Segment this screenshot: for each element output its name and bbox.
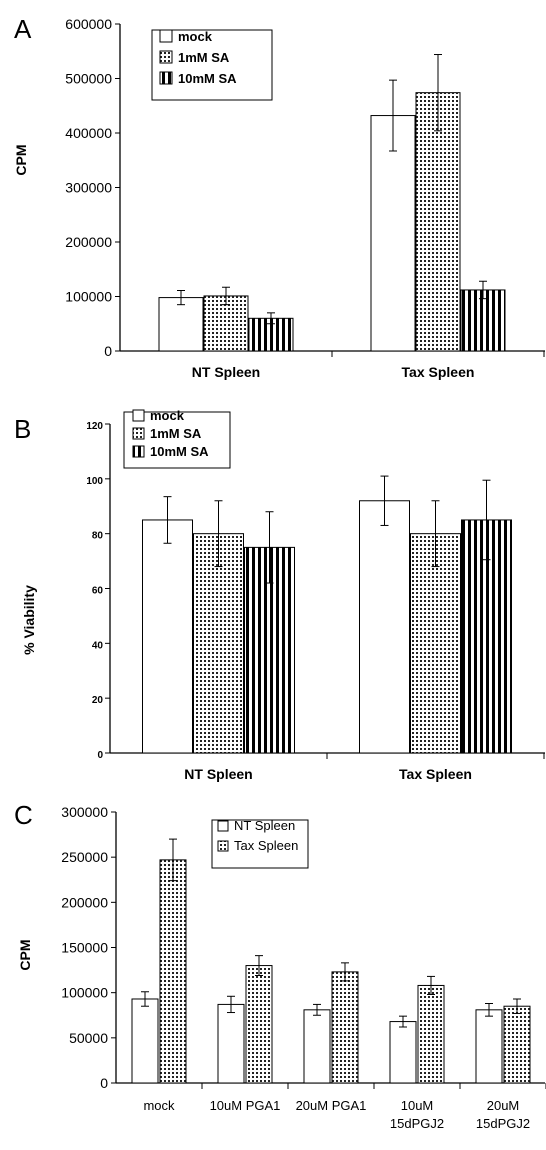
x-tick-label: 10uM PGA1: [210, 1098, 281, 1113]
panel-letter: C: [14, 800, 33, 830]
y-tick-label: 80: [92, 531, 104, 542]
legend-label: 1mM SA: [150, 426, 202, 441]
y-tick-label: 300000: [61, 804, 108, 820]
legend-label: mock: [178, 29, 213, 44]
legend-swatch: [132, 427, 145, 440]
x-tick-label: Tax Spleen: [399, 766, 472, 782]
y-tick-label: 0: [100, 1075, 108, 1091]
bar-1mm-sa: [415, 92, 461, 352]
bar-mock: [370, 115, 416, 352]
x-tick-label: NT Spleen: [192, 364, 260, 380]
legend-label: Tax Spleen: [234, 838, 298, 853]
bar-1mm-sa: [203, 295, 249, 352]
panel-letter: B: [14, 414, 31, 444]
y-tick-label: 250000: [61, 849, 108, 865]
bar-tax-spleen: [245, 965, 273, 1084]
bar-tax-spleen: [503, 1005, 531, 1084]
y-tick-label: 40: [92, 640, 104, 651]
bar-nt-spleen: [389, 1021, 417, 1084]
bar-mock: [142, 519, 193, 754]
x-tick-label: 20uM: [487, 1098, 520, 1113]
y-tick-label: 100: [86, 476, 103, 487]
y-axis-label: CPM: [13, 144, 29, 175]
bar-nt-spleen: [131, 998, 159, 1084]
legend-swatch: [159, 50, 173, 64]
legend-swatch: [132, 409, 145, 422]
y-tick-label: 0: [104, 343, 112, 359]
legend-label: 10mM SA: [150, 444, 209, 459]
bar-1mm-sa: [193, 533, 244, 754]
x-tick-label: 10uM: [401, 1098, 434, 1113]
bar-tax-spleen: [417, 984, 445, 1084]
y-tick-label: 50000: [69, 1030, 108, 1046]
x-tick-label: mock: [143, 1098, 175, 1113]
chart-a: A 0 100000 200000 300000 400000 500000 600000 CP…: [13, 14, 545, 380]
legend-label: 1mM SA: [178, 50, 230, 65]
chart-b: B 0 20 40 60 80 100 120 % Viability NT Spleen Tax …: [14, 408, 545, 782]
legend-swatch: [217, 820, 229, 832]
y-tick-label: 400000: [65, 125, 112, 141]
bar-10mm-sa: [460, 289, 506, 352]
bar-mock: [158, 297, 204, 352]
y-tick-label: 150000: [61, 940, 108, 956]
x-tick-label: NT Spleen: [184, 766, 252, 782]
panel-letter: A: [14, 14, 32, 44]
x-tick-label: 15dPGJ2: [476, 1116, 530, 1131]
legend: mock 1mM SA 10mM SA: [151, 29, 273, 101]
legend-label: 10mM SA: [178, 71, 237, 86]
legend-label: NT Spleen: [234, 818, 295, 833]
y-axis-label: CPM: [17, 939, 33, 970]
y-tick-label: 60: [92, 586, 104, 597]
bar-1mm-sa: [410, 533, 461, 754]
chart-c: C 0 50000 100000 150000 200000 250000 300000 CPM…: [14, 800, 546, 1131]
y-tick-label: 20: [92, 695, 104, 706]
y-tick-label: 200000: [61, 894, 108, 910]
legend-swatch: [132, 445, 145, 458]
y-tick-label: 100000: [65, 289, 112, 305]
bar-nt-spleen: [303, 1009, 331, 1084]
y-tick-label: 600000: [65, 16, 112, 32]
y-tick-label: 120: [86, 421, 103, 432]
legend-swatch: [159, 71, 173, 85]
bar-nt-spleen: [217, 1003, 245, 1084]
legend: mock 1mM SA 10mM SA: [123, 408, 231, 469]
y-axis-label: % Viability: [21, 585, 37, 655]
bar-tax-spleen: [159, 859, 187, 1084]
y-tick-label: 500000: [65, 71, 112, 87]
x-tick-label: 20uM PGA1: [296, 1098, 367, 1113]
legend-label: mock: [150, 408, 185, 423]
y-tick-label: 200000: [65, 234, 112, 250]
bar-nt-spleen: [475, 1009, 503, 1084]
y-tick-label: 0: [97, 750, 103, 761]
bar-mock: [359, 500, 410, 754]
bar-tax-spleen: [331, 971, 359, 1084]
x-tick-label: Tax Spleen: [402, 364, 475, 380]
y-tick-label: 100000: [61, 985, 108, 1001]
legend-swatch: [217, 840, 229, 852]
legend-swatch: [159, 29, 173, 43]
y-tick-label: 300000: [65, 180, 112, 196]
x-tick-label: 15dPGJ2: [390, 1116, 444, 1131]
legend: NT Spleen Tax Spleen: [211, 818, 309, 869]
